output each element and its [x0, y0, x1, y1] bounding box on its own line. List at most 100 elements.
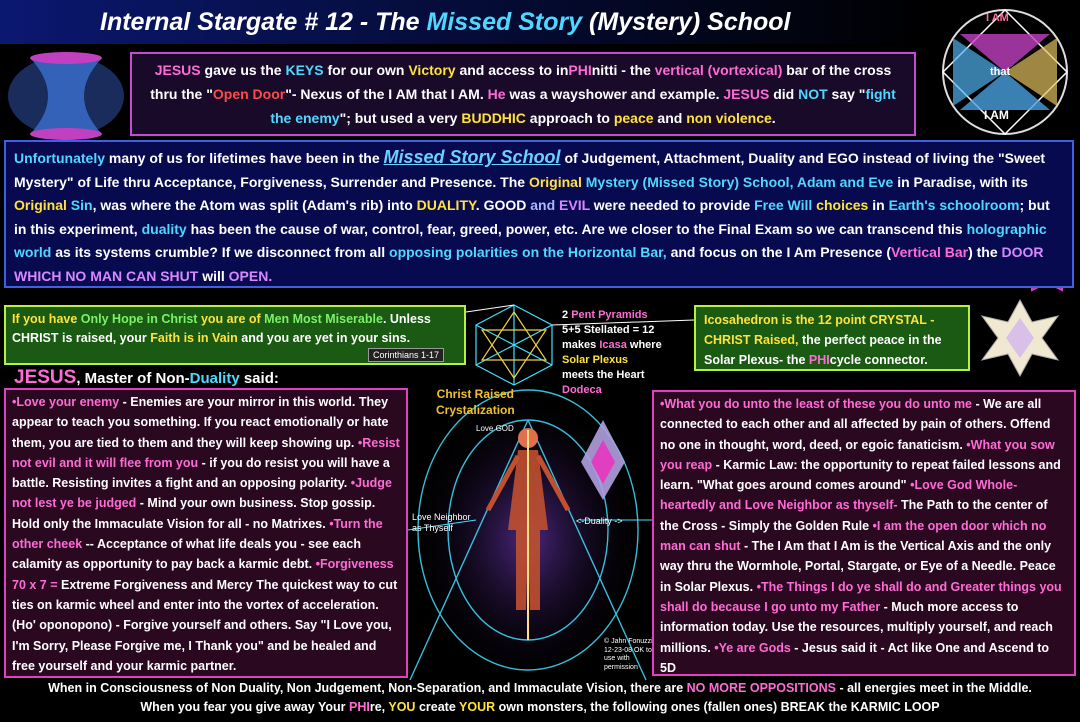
text-segment: Victory — [408, 62, 456, 78]
text-segment: If you have — [12, 312, 81, 326]
page-title: Internal Stargate # 12 - The Missed Stor… — [100, 8, 791, 36]
text-segment: non violence — [686, 110, 772, 126]
text-segment: and — [653, 110, 687, 126]
text-segment: Adam and Eve — [796, 173, 894, 190]
text-segment: NO MORE OPPOSITIONS — [686, 681, 836, 695]
text-segment: and focus on the I Am Presence ( — [666, 244, 892, 260]
text-segment: - Much more access to information today.… — [660, 599, 1053, 655]
text-segment: - We are all connected to each other and… — [660, 397, 1051, 452]
text-segment: you are of — [197, 312, 265, 326]
text-segment: Sin — [66, 197, 93, 213]
text-segment: opposing polarities on the Horizontal Ba… — [389, 244, 667, 260]
text-segment: did — [769, 86, 799, 102]
text-segment: of Judgement, Attachment, Duality and EG… — [14, 150, 1046, 190]
text-segment: Original — [14, 197, 67, 213]
pentagonal-pyramid-icon — [475, 304, 553, 386]
text-segment: EVIL — [555, 197, 590, 213]
text-segment: many of us for lifetimes have been in th… — [105, 150, 384, 166]
text-segment: JESUS — [154, 62, 201, 78]
text-segment: meets the Heart — [562, 369, 645, 381]
text-segment: - The I Am that I Am is the Vertical Axi… — [660, 539, 1056, 594]
text-segment: YOU — [388, 700, 416, 714]
text-segment: 5+5 Stellated = 12 makes — [562, 324, 655, 351]
text-segment: . Unless CHRIST is raised, your — [12, 312, 431, 345]
text-segment: •What you do unto the least of these you… — [660, 397, 973, 411]
text-segment: - Mind your own business. Stop gossip. H… — [12, 496, 376, 531]
text-segment: •Judge not lest ye be judged — [12, 476, 392, 511]
text-segment: . GOOD — [475, 197, 531, 213]
missed-story-text-box: Unfortunately many of us for lifetimes h… — [4, 140, 1074, 288]
text-segment: Free Will — [754, 197, 813, 213]
teachings-left-box: •Love your enemy - Enemies are your mirr… — [4, 388, 408, 678]
text-segment: JESUS — [723, 86, 770, 102]
text-segment: and — [530, 197, 556, 213]
text-segment: Pent Pyramids — [571, 309, 648, 321]
text-segment: PHI — [808, 353, 830, 367]
jesus-heading: JESUS, Master of Non-Duality said: — [14, 367, 279, 388]
hourglass-icon — [8, 52, 124, 140]
text-segment: - all energies meet in the Middle. — [835, 681, 1032, 695]
teachings-right-box: •What you do unto the least of these you… — [652, 390, 1076, 676]
text-segment: Icosahedron is the 12 point CRYSTAL - CH… — [704, 313, 935, 347]
text-segment: will — [198, 267, 229, 284]
text-segment: holographic world — [14, 220, 1047, 261]
icosahedron-icon — [980, 298, 1060, 378]
text-segment: ; but in this experiment, — [14, 197, 1050, 237]
text-segment: - Enemies are your mirror in this world.… — [12, 395, 389, 450]
text-segment: •Forgiveness 70 x 7 = — [12, 557, 394, 592]
footer-line-2: When you fear you give away Your PHIre, … — [0, 700, 1080, 714]
text-segment: where — [626, 339, 662, 351]
text-segment: the perfect peace in the Solar Plexus- t… — [704, 333, 942, 367]
text-segment: Missed Story School — [383, 147, 561, 167]
text-segment: . — [771, 110, 776, 126]
love-neighbor-label: Love Neighbor as Thyself — [412, 512, 471, 533]
text-segment: DUALITY — [416, 197, 476, 213]
christ-raised-label: Christ Raised Crystalization — [436, 387, 515, 417]
text-segment: was a wayshower and example. — [505, 86, 724, 102]
text-segment: - Jesus said it - Act like One and Ascen… — [660, 640, 1049, 675]
love-god-label: Love GOD — [476, 424, 514, 433]
text-segment: ) the — [968, 244, 1002, 260]
text-segment: Extreme Forgiveness and Mercy The quicke… — [12, 577, 398, 673]
text-segment: Original — [528, 173, 582, 190]
iam-bottom-label: I AM — [984, 108, 1009, 122]
text-segment: Mystery (Missed Story) School, — [581, 173, 797, 190]
text-segment: He — [487, 86, 506, 102]
text-segment: Solar Plexus — [562, 354, 629, 366]
text-segment: "; but used a very — [339, 110, 462, 126]
text-segment: approach to — [525, 110, 614, 126]
text-segment: -- Acceptance of what life deals you - s… — [12, 537, 361, 572]
text-segment: cycle connector. — [829, 353, 928, 367]
dodecahedron-icon — [581, 420, 625, 500]
text-segment: PHI — [568, 62, 592, 78]
text-segment: NOT — [798, 86, 828, 102]
text-segment: When in Consciousness of Non Duality, No… — [48, 681, 687, 695]
text-segment: •I am the open door which no man can shu… — [660, 518, 1047, 554]
text-segment: own monsters, the following ones (fallen… — [495, 700, 940, 714]
text-segment: fight the enemy — [270, 86, 896, 126]
text-segment: Open Door — [212, 86, 286, 102]
text-segment: - Karmic Law: the opportunity to repeat … — [660, 457, 1061, 493]
that-label: that — [990, 66, 1011, 78]
text-segment: as its systems crumble? If we disconnect… — [51, 244, 390, 260]
icosahedron-box: Icosahedron is the 12 point CRYSTAL - CH… — [694, 305, 970, 371]
corinthians-ref: Corinthians 1-17 — [368, 348, 445, 362]
text-segment: say " — [827, 86, 866, 102]
text-segment: •Turn the other cheek — [12, 516, 383, 552]
text-segment: PHI — [348, 700, 370, 714]
text-segment: bar of the cross thru the " — [150, 62, 892, 102]
text-segment: Only Hope in Christ — [80, 312, 198, 326]
text-segment: were needed to provide — [589, 197, 755, 213]
text-segment: Dodeca — [562, 384, 602, 396]
text-segment: Men Most Miserable — [264, 312, 383, 326]
text-segment: Faith is in Vain — [150, 331, 238, 345]
text-segment: and access to in — [455, 62, 569, 78]
text-segment: gave us the — [200, 62, 286, 78]
duality-label: <-Duality -> — [576, 516, 623, 526]
iam-top-label: I AM — [986, 12, 1009, 24]
text-segment: DOOR WHICH NO MAN CAN SHUT — [14, 244, 1044, 284]
text-segment: •Love God Whole-heartedly and Love Neigh… — [660, 478, 1018, 513]
text-segment: - if you do resist you will have a battl… — [12, 455, 390, 491]
text-segment: When you fear you give away Your — [140, 700, 349, 714]
